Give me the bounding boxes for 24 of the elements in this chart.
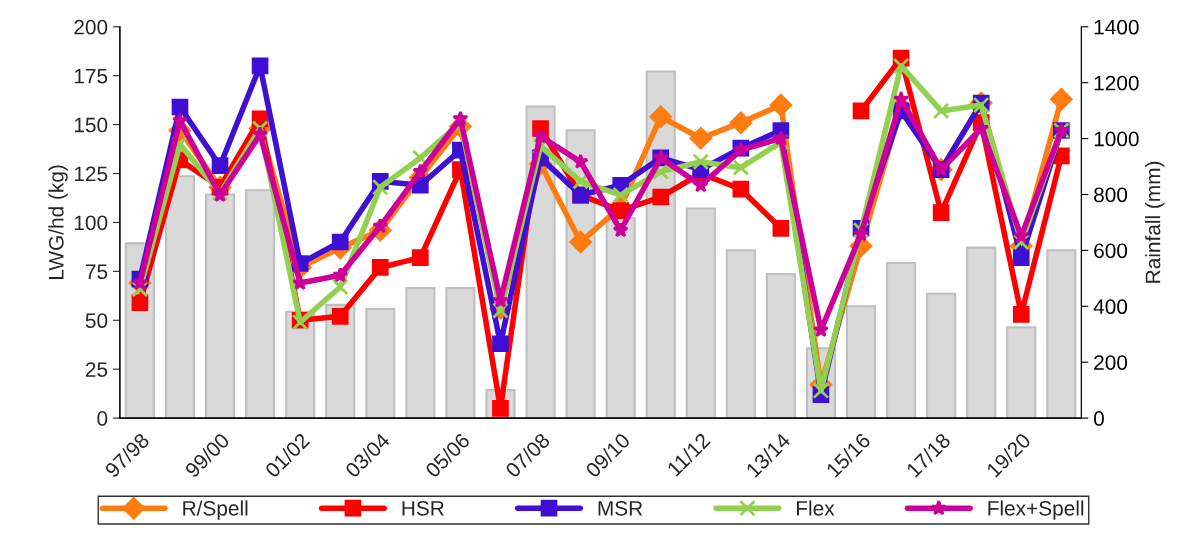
y-tick-label: 25 <box>85 362 108 377</box>
y-tick-label: 200 <box>74 19 108 35</box>
y2-tick-label: 0 <box>1093 411 1104 426</box>
legend-label: HSR <box>402 500 444 516</box>
legend-label: R/Spell <box>183 500 248 520</box>
y-axis-title: LWG/hd (kg) <box>48 165 68 279</box>
y-tick-label: 125 <box>74 166 108 182</box>
y2-tick-label: 1000 <box>1094 131 1139 147</box>
y2-axis-title: Rainfall (mm) <box>1145 161 1165 283</box>
y-tick-label: 50 <box>85 313 108 329</box>
y-tick-label: 150 <box>74 117 108 133</box>
y2-tick-label: 1400 <box>1094 19 1139 35</box>
y2-tick-label: 200 <box>1094 355 1128 370</box>
y-tick-label: 75 <box>85 264 108 280</box>
legend-label: Flex+Spell <box>988 500 1084 520</box>
y-tick-label: 175 <box>74 68 108 84</box>
legend-label: Flex <box>796 500 835 516</box>
y2-tick-label: 1200 <box>1094 75 1139 91</box>
y2-tick-label: 600 <box>1094 243 1128 259</box>
legend-label: MSR <box>598 500 643 516</box>
y2-tick-label: 800 <box>1094 187 1128 203</box>
y-tick-label: 100 <box>74 215 108 231</box>
y2-tick-label: 400 <box>1093 299 1128 315</box>
y-tick-label: 0 <box>97 411 108 426</box>
